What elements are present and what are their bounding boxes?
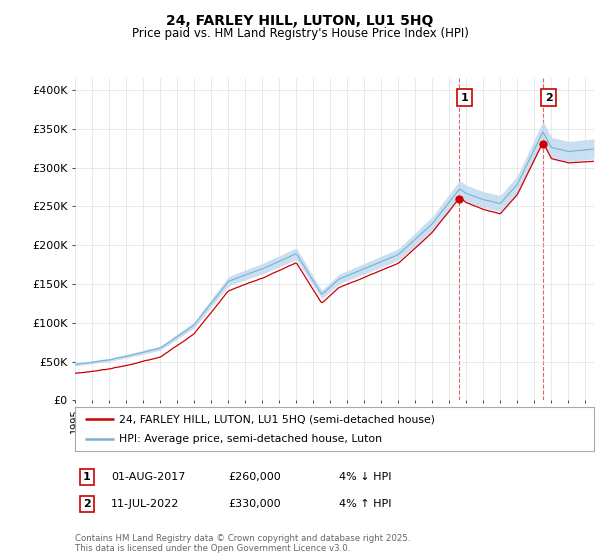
Text: 11-JUL-2022: 11-JUL-2022 — [111, 499, 179, 509]
Text: 24, FARLEY HILL, LUTON, LU1 5HQ: 24, FARLEY HILL, LUTON, LU1 5HQ — [166, 14, 434, 28]
Text: 24, FARLEY HILL, LUTON, LU1 5HQ (semi-detached house): 24, FARLEY HILL, LUTON, LU1 5HQ (semi-de… — [119, 414, 435, 424]
Text: 2: 2 — [545, 93, 553, 103]
Text: HPI: Average price, semi-detached house, Luton: HPI: Average price, semi-detached house,… — [119, 433, 382, 444]
Text: 1: 1 — [83, 472, 91, 482]
Text: £330,000: £330,000 — [228, 499, 281, 509]
Text: 1: 1 — [460, 93, 468, 103]
Text: 4% ↑ HPI: 4% ↑ HPI — [339, 499, 391, 509]
Text: 4% ↓ HPI: 4% ↓ HPI — [339, 472, 391, 482]
Text: £260,000: £260,000 — [228, 472, 281, 482]
Text: 01-AUG-2017: 01-AUG-2017 — [111, 472, 185, 482]
Text: Price paid vs. HM Land Registry's House Price Index (HPI): Price paid vs. HM Land Registry's House … — [131, 27, 469, 40]
Text: 2: 2 — [83, 499, 91, 509]
Text: Contains HM Land Registry data © Crown copyright and database right 2025.
This d: Contains HM Land Registry data © Crown c… — [75, 534, 410, 553]
